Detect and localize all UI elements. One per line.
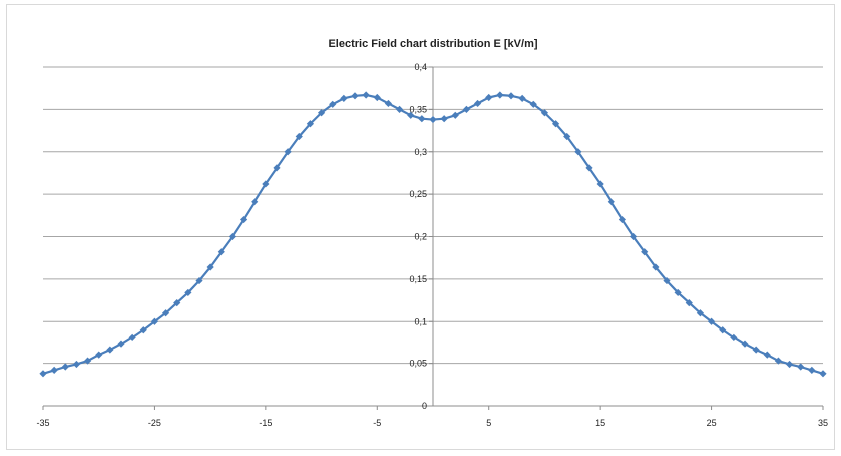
- data-point-marker: [763, 351, 771, 359]
- data-point-marker: [596, 180, 604, 188]
- data-point-marker: [563, 132, 571, 141]
- data-point-marker: [217, 248, 225, 256]
- data-point-marker: [50, 366, 58, 375]
- data-point-marker: [95, 351, 103, 359]
- data-point-marker: [72, 360, 81, 369]
- data-point-marker: [529, 100, 537, 108]
- data-point-marker: [206, 263, 214, 271]
- data-point-marker: [39, 370, 47, 378]
- data-point-marker: [273, 164, 281, 172]
- x-tick-label-5: 15: [595, 418, 605, 428]
- x-tick-label-3: -5: [373, 418, 381, 428]
- data-point-marker: [819, 370, 827, 378]
- data-point-marker: [384, 99, 393, 108]
- data-point-marker: [808, 366, 816, 375]
- data-point-marker: [574, 148, 582, 156]
- data-point-marker: [295, 132, 303, 141]
- chart-svg: Electric Field chart distribution E [kV/…: [36, 38, 828, 428]
- x-tick-label-4: 5: [486, 418, 491, 428]
- data-point-marker: [429, 115, 437, 124]
- data-point-marker: [496, 91, 504, 99]
- data-point-marker: [607, 198, 615, 206]
- data-point-marker: [585, 164, 593, 172]
- data-point-marker: [707, 317, 716, 325]
- data-point-marker: [507, 92, 515, 100]
- data-point-marker: [128, 333, 136, 341]
- data-point-marker: [518, 94, 526, 102]
- y-tick-label-1: 0,05: [409, 359, 427, 369]
- data-point-marker: [451, 111, 459, 119]
- data-point-marker: [139, 326, 147, 334]
- data-point-marker: [228, 232, 237, 241]
- data-point-marker: [184, 288, 192, 297]
- data-point-marker: [239, 215, 248, 224]
- data-point-marker: [262, 180, 270, 188]
- data-point-marker: [251, 198, 259, 206]
- data-point-marker: [797, 363, 805, 371]
- y-tick-label-2: 0,1: [414, 316, 427, 326]
- data-point-marker: [106, 346, 114, 354]
- data-point-marker: [785, 360, 794, 369]
- data-point-marker: [418, 115, 426, 123]
- y-tick-label-3: 0,15: [409, 274, 427, 284]
- data-point-marker: [730, 333, 738, 341]
- x-tick-label-0: -35: [36, 418, 49, 428]
- data-point-marker: [485, 93, 493, 102]
- chart-title: Electric Field chart distribution E [kV/…: [328, 38, 537, 50]
- x-tick-label-1: -25: [148, 418, 161, 428]
- data-point-marker: [652, 263, 660, 271]
- data-point-marker: [719, 326, 727, 334]
- y-tick-label-4: 0,2: [414, 232, 427, 242]
- data-point-marker: [329, 100, 337, 108]
- data-point-marker: [407, 111, 415, 119]
- data-point-marker: [752, 346, 760, 354]
- data-point-marker: [663, 276, 671, 285]
- data-point-marker: [462, 105, 471, 113]
- data-point-marker: [674, 288, 682, 297]
- data-point-marker: [440, 115, 448, 123]
- data-point-marker: [741, 340, 749, 348]
- data-point-marker: [696, 309, 705, 317]
- data-point-marker: [195, 276, 203, 285]
- data-point-marker: [150, 317, 159, 325]
- data-point-marker: [373, 93, 381, 102]
- y-tick-label-6: 0,3: [414, 147, 427, 157]
- data-point-marker: [774, 357, 783, 365]
- data-point-marker: [61, 363, 69, 371]
- data-point-marker: [317, 109, 326, 117]
- y-tick-label-7: 0,35: [409, 104, 427, 114]
- axes: [42, 66, 824, 410]
- series-layer: [39, 91, 827, 378]
- data-point-marker: [629, 232, 638, 241]
- chart-area: Electric Field chart distribution E [kV/…: [6, 4, 835, 450]
- y-tick-label-5: 0,25: [409, 189, 427, 199]
- x-tick-label-6: 25: [707, 418, 717, 428]
- y-tick-label-0: 0: [422, 401, 427, 411]
- data-point-marker: [83, 357, 92, 365]
- x-tick-label-2: -15: [259, 418, 272, 428]
- data-point-marker: [618, 215, 627, 224]
- x-axis-tick-labels: -35 -25 -15 -5 5 15 25 35: [36, 418, 828, 428]
- data-point-marker: [306, 120, 315, 128]
- data-point-marker: [473, 99, 482, 108]
- data-point-marker: [173, 299, 181, 307]
- y-tick-label-8: 0,4: [414, 62, 427, 72]
- data-point-marker: [362, 91, 370, 99]
- data-point-marker: [540, 109, 549, 117]
- data-point-marker: [395, 105, 404, 113]
- x-tick-label-7: 35: [818, 418, 828, 428]
- data-point-marker: [117, 340, 125, 348]
- data-point-marker: [161, 309, 170, 317]
- data-point-marker: [340, 94, 348, 102]
- y-axis-tick-labels: 0 0,05 0,1 0,15 0,2 0,25 0,3 0,35 0,4: [409, 62, 427, 411]
- data-point-marker: [551, 120, 560, 128]
- data-point-marker: [641, 248, 649, 256]
- data-point-marker: [351, 92, 359, 100]
- data-point-marker: [685, 299, 693, 307]
- data-point-marker: [284, 148, 292, 156]
